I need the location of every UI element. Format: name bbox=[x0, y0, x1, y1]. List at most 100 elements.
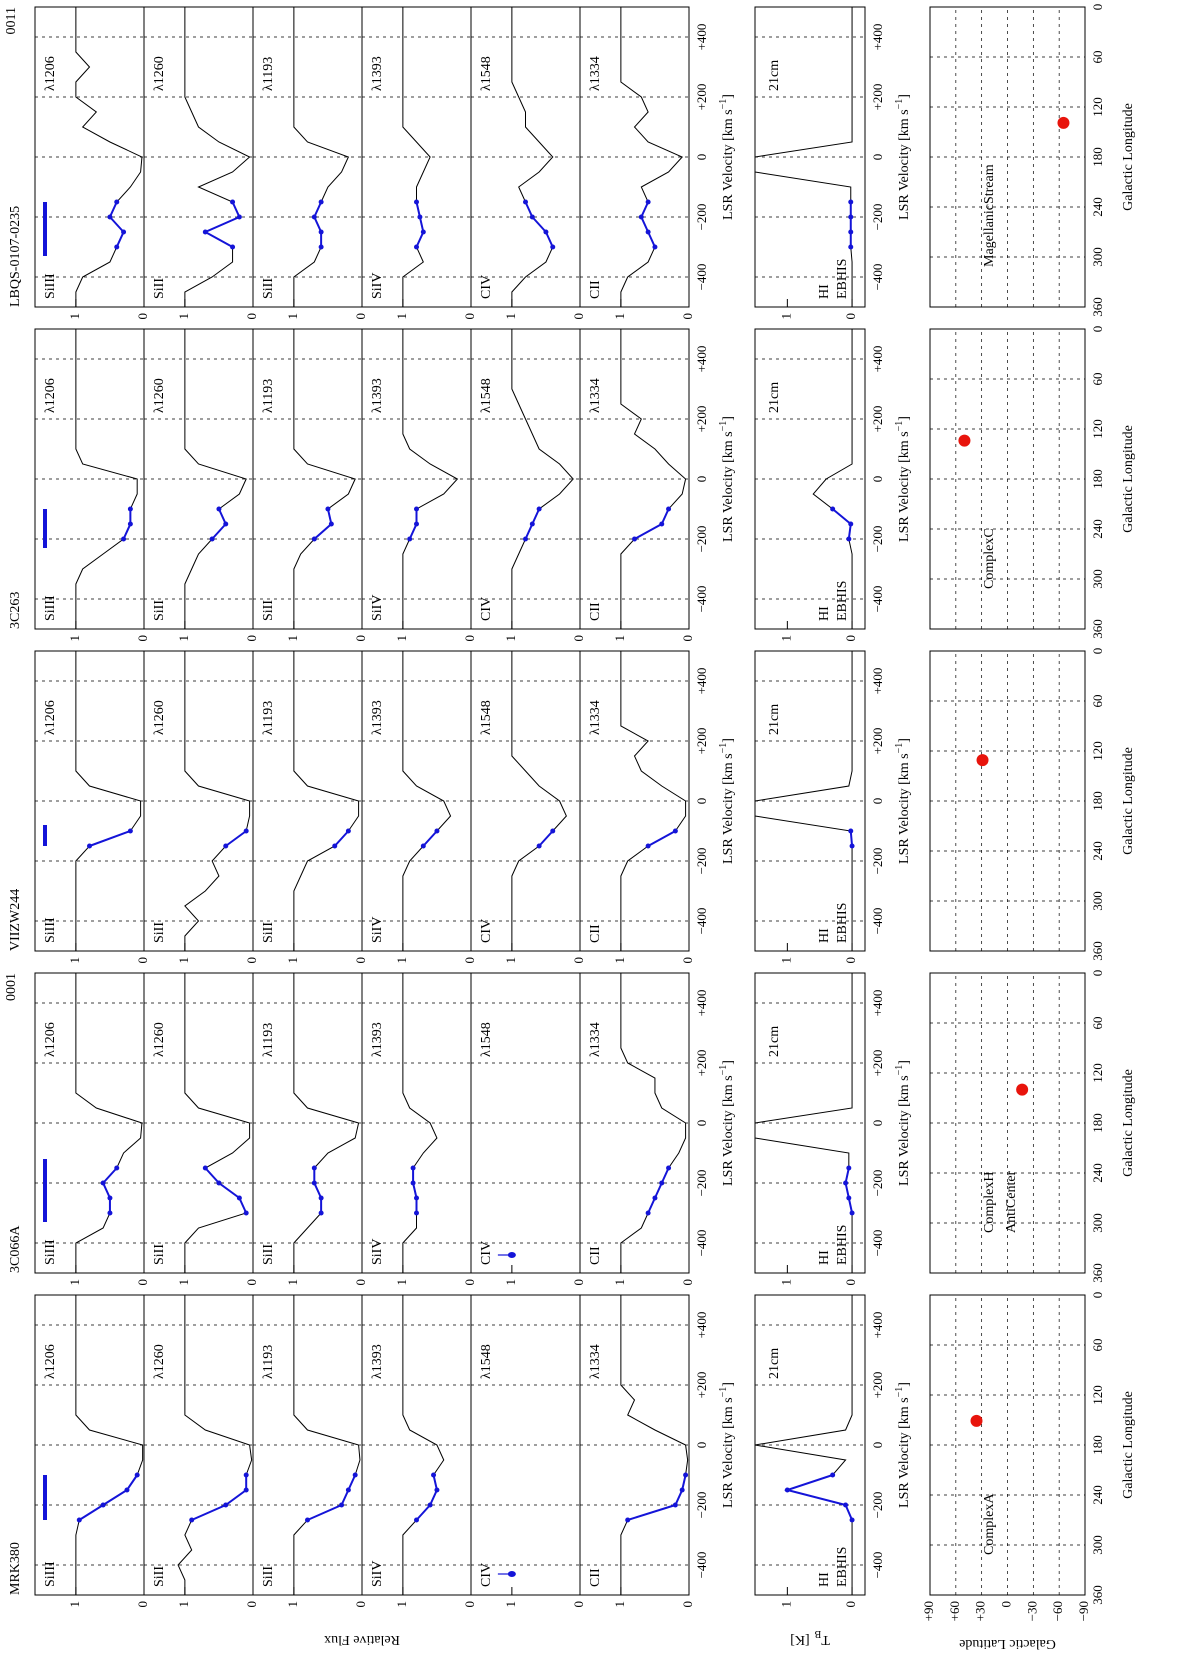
y-tick-label: 1 bbox=[176, 1279, 191, 1286]
sightline-position bbox=[976, 754, 989, 767]
wavelength-label: λ1206 bbox=[43, 378, 58, 413]
velocity-axis-title: LSR Velocity [km s−1] bbox=[894, 738, 912, 864]
spectrum bbox=[620, 651, 687, 951]
wavelength-label: λ1548 bbox=[479, 378, 494, 413]
velocity-axis-title: LSR Velocity [km s−1] bbox=[718, 94, 736, 220]
y-tick-label: 1 bbox=[778, 1601, 793, 1608]
wavelength-label: λ1548 bbox=[479, 1022, 494, 1057]
velocity-axis-title-main: LSR Velocity [km s bbox=[897, 1075, 912, 1186]
fit-segment bbox=[849, 830, 854, 847]
velocity-axis-title-sup: −1 bbox=[718, 99, 729, 110]
x-tick-label: 0 bbox=[870, 476, 885, 483]
spectrum bbox=[293, 1295, 361, 1595]
velocity-axis-title-sup: −1 bbox=[894, 99, 905, 110]
ion-label: SiII bbox=[261, 1244, 276, 1265]
wavelength-label: λ1393 bbox=[370, 1344, 385, 1379]
wavelength-label: λ1548 bbox=[479, 56, 494, 91]
wavelength-label: λ1548 bbox=[479, 700, 494, 735]
sightline-code: 0011 bbox=[4, 7, 19, 34]
ion-label: CIV bbox=[479, 597, 494, 621]
lon-tick-label: 360 bbox=[1090, 941, 1105, 961]
fit-segment bbox=[640, 201, 656, 248]
lon-tick-label: 360 bbox=[1090, 619, 1105, 639]
wavelength-label: λ1260 bbox=[152, 700, 167, 735]
y-tick-label: 0 bbox=[843, 957, 858, 964]
x-tick-label: +200 bbox=[870, 406, 885, 433]
fit-segment bbox=[415, 201, 425, 248]
fit-segment bbox=[313, 1168, 323, 1213]
lon-tick-label: 60 bbox=[1090, 1017, 1105, 1030]
x-tick-label: 0 bbox=[870, 1120, 885, 1127]
sightline-position bbox=[1016, 1083, 1029, 1096]
spectrum bbox=[755, 1295, 853, 1595]
y-tick-label: 0 bbox=[462, 1601, 477, 1608]
y-tick-label: 1 bbox=[67, 635, 82, 642]
lat-tick-label: −60 bbox=[1050, 1601, 1065, 1621]
region-label: AntiCenter bbox=[1004, 1170, 1019, 1233]
lon-tick-label: 120 bbox=[1090, 1385, 1105, 1405]
y-tick-label: 1 bbox=[503, 957, 518, 964]
fit-segment bbox=[408, 509, 418, 540]
lon-tick-label: 0 bbox=[1090, 326, 1105, 333]
sightline-name: MRK380 bbox=[8, 1542, 23, 1595]
x-tick-label: −400 bbox=[694, 586, 709, 613]
velocity-axis-title-sup: −1 bbox=[894, 1387, 905, 1398]
ion-label: SiII bbox=[261, 600, 276, 621]
x-tick-label: 0 bbox=[694, 798, 709, 805]
lon-axis-title: Galactic Longitude bbox=[1121, 103, 1136, 211]
wavelength-label: λ1193 bbox=[261, 57, 276, 91]
fit-segment bbox=[225, 830, 247, 847]
hi-survey: EBHIS bbox=[835, 1547, 850, 1587]
wavelength-label: λ1334 bbox=[588, 378, 603, 413]
velocity-axis-title-close: ] bbox=[897, 94, 912, 99]
region-label: MagellanicStream bbox=[982, 164, 997, 267]
velocity-axis-title-close: ] bbox=[897, 1060, 912, 1065]
wavelength-label: λ1206 bbox=[43, 56, 58, 91]
lon-tick-label: 300 bbox=[1090, 1213, 1105, 1233]
hi-axis-title-main: T bbox=[821, 1632, 830, 1647]
y-tick-label: 1 bbox=[394, 1279, 409, 1286]
wavelength-label: λ1260 bbox=[152, 56, 167, 91]
spectrum bbox=[184, 651, 251, 951]
ion-label: CII bbox=[588, 1246, 603, 1265]
spectrum bbox=[620, 7, 684, 307]
velocity-axis-title-close: ] bbox=[721, 738, 736, 743]
x-tick-label: −200 bbox=[870, 848, 885, 875]
y-tick-label: 1 bbox=[67, 313, 82, 320]
spectrum bbox=[184, 973, 251, 1273]
velocity-axis-title: LSR Velocity [km s−1] bbox=[718, 1382, 736, 1508]
x-tick-label: −200 bbox=[694, 848, 709, 875]
ion-label: SiII bbox=[152, 1566, 167, 1587]
velocity-axis-title-main: LSR Velocity [km s bbox=[721, 1075, 736, 1186]
ion-label: SiIV bbox=[370, 273, 385, 299]
velocity-axis-title-close: ] bbox=[721, 1382, 736, 1387]
velocity-axis-title-main: LSR Velocity [km s bbox=[721, 753, 736, 864]
ion-label: SiIV bbox=[370, 1239, 385, 1265]
y-tick-label: 1 bbox=[612, 635, 627, 642]
y-tick-label: 0 bbox=[571, 635, 586, 642]
lon-tick-label: 360 bbox=[1090, 297, 1105, 317]
wavelength-label: λ1393 bbox=[370, 56, 385, 91]
lon-tick-label: 360 bbox=[1090, 1585, 1105, 1605]
latitude-axis-title: Galactic Latitude bbox=[959, 1636, 1056, 1651]
velocity-axis-title-main: LSR Velocity [km s bbox=[721, 1397, 736, 1508]
hi-line: 21cm bbox=[767, 704, 782, 735]
velocity-axis-title-close: ] bbox=[897, 738, 912, 743]
spectrum bbox=[184, 329, 247, 629]
fit-segment bbox=[108, 201, 125, 248]
spectrum bbox=[293, 329, 356, 629]
ion-label: SiII bbox=[152, 278, 167, 299]
x-tick-label: −400 bbox=[694, 908, 709, 935]
fit-segment bbox=[204, 1167, 248, 1214]
y-tick-label: 0 bbox=[843, 635, 858, 642]
lon-tick-label: 60 bbox=[1090, 1339, 1105, 1352]
ion-label: CIV bbox=[479, 1241, 494, 1265]
x-tick-label: +200 bbox=[870, 1050, 885, 1077]
spectrum bbox=[620, 1295, 689, 1595]
x-tick-label: −400 bbox=[694, 1552, 709, 1579]
lon-tick-label: 240 bbox=[1090, 1485, 1105, 1505]
y-tick-label: 0 bbox=[680, 1601, 695, 1608]
fit-segment bbox=[524, 201, 554, 248]
y-tick-label: 0 bbox=[244, 313, 259, 320]
ion-label: SiIII bbox=[43, 595, 58, 621]
